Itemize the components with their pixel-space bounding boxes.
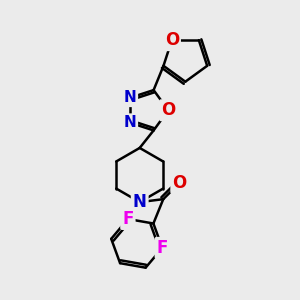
Text: O: O xyxy=(165,31,179,49)
Text: O: O xyxy=(161,101,176,119)
Text: O: O xyxy=(172,174,187,192)
Text: N: N xyxy=(124,90,136,105)
Text: F: F xyxy=(122,210,134,228)
Text: N: N xyxy=(133,193,147,211)
Text: F: F xyxy=(157,239,168,257)
Text: N: N xyxy=(124,115,136,130)
